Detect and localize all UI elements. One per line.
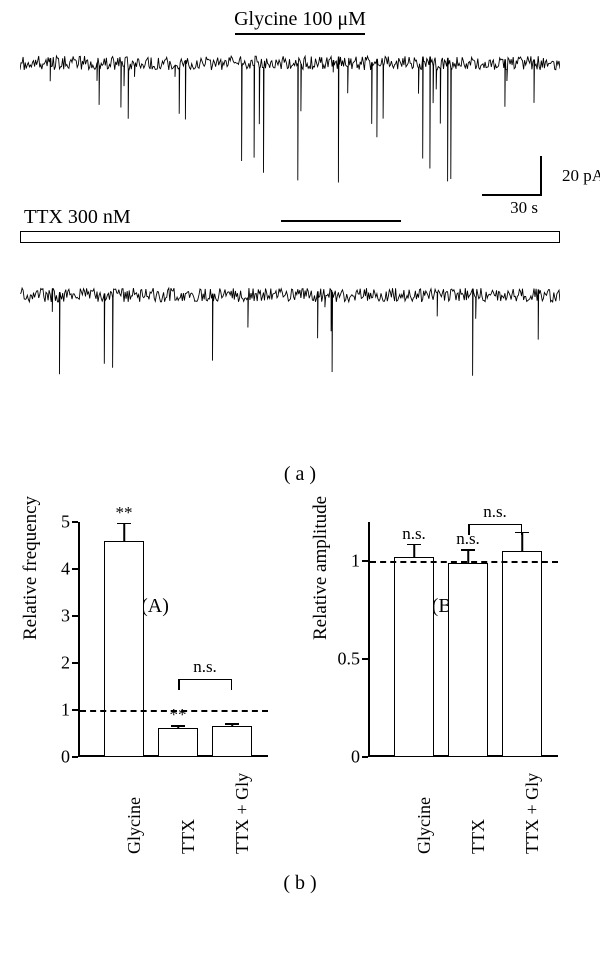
ns-bracket xyxy=(468,524,522,525)
chart-B: Relative amplitude n.s.n.s. 00.51n.s. Gl… xyxy=(320,510,570,850)
panel-a: Glycine 100 μM 20 pA 30 s TTX 300 nM ( a… xyxy=(20,8,580,468)
trace-2-holder xyxy=(20,268,580,428)
bar-ttx-gly xyxy=(502,522,542,757)
sig-label: ** xyxy=(170,705,187,725)
ttx-open-bar xyxy=(20,231,560,243)
chart-A: Relative frequency **** 012345n.s. Glyci… xyxy=(30,510,280,850)
ytick xyxy=(362,560,368,562)
trace-2-svg xyxy=(20,268,560,418)
bar-ttx: n.s. xyxy=(448,522,488,757)
error-bar xyxy=(413,544,415,558)
error-cap xyxy=(117,523,131,525)
xcat-label: TTX + Gly xyxy=(232,814,312,854)
scale-bars: 20 pA 30 s xyxy=(462,156,552,216)
ytick xyxy=(72,568,78,570)
sig-label: ** xyxy=(116,503,133,523)
chart-A-xcats: GlycineTTXTTX + Gly xyxy=(78,762,268,842)
bar-rect xyxy=(212,726,252,757)
chart-B-xcats: GlycineTTXTTX + Gly xyxy=(368,762,558,842)
chart-B-axes: n.s.n.s. 00.51n.s. xyxy=(368,522,558,757)
bar-ttx: ** xyxy=(158,522,198,757)
error-cap xyxy=(171,725,185,727)
ytick xyxy=(72,615,78,617)
error-cap xyxy=(461,549,475,551)
glycine-label: Glycine 100 μM xyxy=(20,8,580,31)
error-cap xyxy=(515,532,529,534)
ytick xyxy=(72,662,78,664)
scale-horizontal xyxy=(482,194,542,196)
ytick xyxy=(362,756,368,758)
bar-rect xyxy=(104,541,144,757)
bar-ttx-gly xyxy=(212,522,252,757)
ytick-label: 0 xyxy=(46,747,70,768)
glycine-application-bar xyxy=(235,33,365,35)
bar-rect xyxy=(158,728,198,757)
ytick-label: 5 xyxy=(46,512,70,533)
error-cap xyxy=(225,723,239,725)
trace-1-holder: 20 pA 30 s xyxy=(20,36,580,206)
chart-A-ylabel: Relative frequency xyxy=(20,496,42,640)
ytick xyxy=(72,756,78,758)
ttx-glycine-bar xyxy=(281,220,401,222)
ytick-label: 0 xyxy=(336,747,360,768)
bar-glycine: n.s. xyxy=(394,522,434,757)
figure-root: Glycine 100 μM 20 pA 30 s TTX 300 nM ( a… xyxy=(0,0,600,964)
sig-label: n.s. xyxy=(402,524,426,544)
baseline-dash xyxy=(370,561,558,563)
chart-B-yaxis xyxy=(368,522,370,757)
ytick-label: 1 xyxy=(46,700,70,721)
bar-rect xyxy=(448,563,488,757)
chart-A-yaxis xyxy=(78,522,80,757)
bar-rect xyxy=(502,551,542,757)
bar-glycine: ** xyxy=(104,522,144,757)
scale-x-label: 30 s xyxy=(510,198,538,218)
chart-A-axes: **** 012345n.s. xyxy=(78,522,268,757)
panel-b-caption: ( b ) xyxy=(20,872,580,895)
ns-label: n.s. xyxy=(483,502,507,522)
ytick xyxy=(362,658,368,660)
error-cap xyxy=(407,544,421,546)
chart-A-bars: ** ** xyxy=(88,522,268,757)
chart-B-ylabel: Relative amplitude xyxy=(310,496,332,640)
chart-B-bars: n.s. n.s. xyxy=(378,522,558,757)
ns-label: n.s. xyxy=(193,657,217,677)
ns-bracket xyxy=(178,679,232,680)
ytick-label: 4 xyxy=(46,559,70,580)
error-bar xyxy=(123,523,125,541)
baseline-dash xyxy=(80,710,268,712)
scale-vertical xyxy=(540,156,542,194)
bar-rect xyxy=(394,557,434,757)
ytick-label: 1 xyxy=(336,551,360,572)
ytick xyxy=(72,521,78,523)
ytick-label: 3 xyxy=(46,606,70,627)
panel-b: Relative frequency **** 012345n.s. Glyci… xyxy=(20,510,580,940)
xcat-label: TTX + Gly xyxy=(522,814,600,854)
charts-row: Relative frequency **** 012345n.s. Glyci… xyxy=(20,510,580,850)
scale-y-label: 20 pA xyxy=(562,166,600,186)
ytick xyxy=(72,709,78,711)
ytick-label: 2 xyxy=(46,653,70,674)
panel-a-caption: ( a ) xyxy=(20,463,580,486)
ytick-label: 0.5 xyxy=(336,649,360,670)
